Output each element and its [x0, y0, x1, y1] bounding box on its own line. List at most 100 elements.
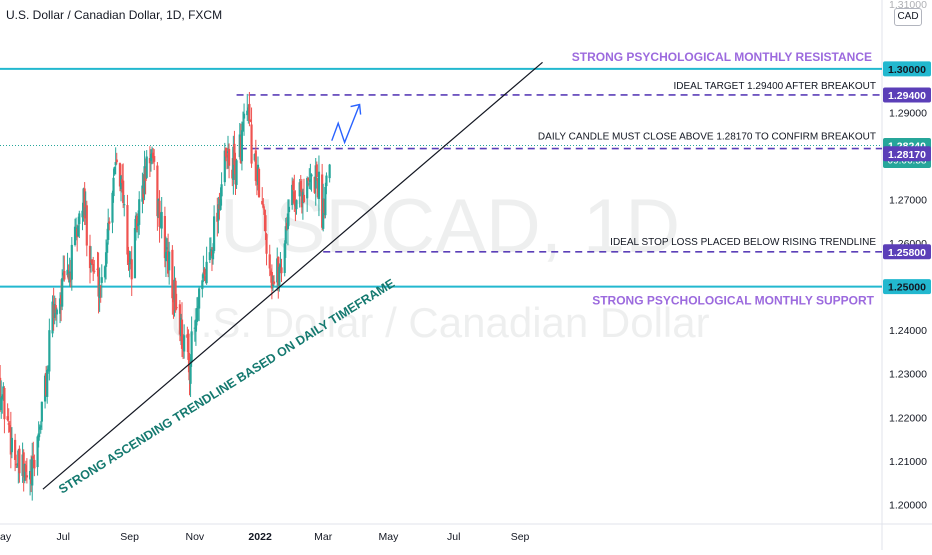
- candle-body: [100, 277, 103, 283]
- candle-body: [219, 199, 222, 210]
- y-tick-label-partial: 1.31000: [889, 0, 927, 11]
- y-tick-label: 1.29000: [889, 107, 927, 119]
- candle-body: [138, 199, 141, 225]
- candle-body: [123, 204, 126, 206]
- candle-body: [24, 465, 27, 472]
- candle: [31, 442, 34, 501]
- time-axis: ay Jul Sep Nov 2022 Mar May Jul Sep: [0, 531, 530, 543]
- candle-body: [257, 168, 261, 198]
- target-annotation: IDEAL TARGET 1.29400 AFTER BREAKOUT: [674, 81, 876, 92]
- candle-body: [15, 463, 18, 466]
- candle: [324, 182, 327, 219]
- candle-body: [114, 162, 117, 166]
- candle-body: [83, 188, 86, 219]
- candle-body: [198, 288, 201, 309]
- support-price-tag: 1.25000: [883, 279, 931, 295]
- candle: [217, 196, 220, 234]
- candle: [40, 401, 43, 430]
- candle-body: [268, 254, 271, 269]
- candle-body: [153, 156, 156, 162]
- candle-body: [213, 216, 216, 252]
- candle-body: [187, 333, 190, 360]
- candle: [295, 199, 298, 215]
- confirm-tag-label: 1.28170: [888, 149, 926, 161]
- annotations: STRONG PSYCHOLOGICAL MONTHLY RESISTANCE S…: [56, 50, 876, 497]
- candle: [306, 176, 309, 212]
- candle-body: [48, 330, 51, 372]
- x-tick-label: Sep: [120, 531, 139, 543]
- stop-price-tag: 1.25800: [883, 244, 931, 260]
- chart-title: U.S. Dollar / Canadian Dollar, 1D, FXCM: [6, 8, 223, 22]
- candle: [107, 208, 110, 245]
- candle: [63, 255, 66, 282]
- candle-body: [280, 267, 283, 274]
- candle: [249, 119, 252, 123]
- candle-body: [249, 119, 252, 121]
- candle: [113, 166, 116, 176]
- candle-body: [283, 243, 286, 273]
- candle: [156, 162, 159, 231]
- candle-body: [133, 228, 137, 279]
- candle: [103, 265, 107, 283]
- candle-body: [250, 124, 253, 164]
- x-tick-label: Nov: [186, 531, 205, 543]
- candle-body: [61, 278, 64, 307]
- confirm-tag-bg: [883, 146, 931, 162]
- candle-body: [113, 166, 116, 175]
- candle-body: [126, 205, 129, 255]
- candle-body: [112, 177, 115, 197]
- candle-body: [14, 439, 17, 460]
- candle: [183, 324, 186, 359]
- candle-body: [10, 437, 14, 453]
- resistance-annotation: STRONG PSYCHOLOGICAL MONTHLY RESISTANCE: [572, 50, 872, 64]
- candle: [111, 190, 114, 234]
- candle-body: [97, 269, 100, 297]
- candle-body: [208, 252, 211, 261]
- candle-body: [165, 247, 169, 250]
- candle: [220, 172, 223, 206]
- candle-body: [46, 369, 49, 397]
- candle: [307, 177, 310, 187]
- candle-body: [54, 305, 57, 314]
- currency-badge[interactable]: CAD: [894, 8, 922, 26]
- candle: [97, 252, 100, 314]
- candle-body: [325, 175, 328, 187]
- candle-body: [156, 165, 159, 217]
- watermark-symbol: USDCAD, 1D: [220, 184, 680, 269]
- candle: [37, 421, 40, 448]
- stop-tag-bg: [883, 244, 931, 260]
- candle-body: [220, 184, 223, 197]
- resistance-tag-label: 1.30000: [888, 64, 926, 76]
- candle: [61, 269, 64, 311]
- candle: [235, 158, 238, 189]
- candle-body: [32, 456, 35, 459]
- candle-body: [295, 200, 298, 210]
- support-tag-label: 1.25000: [888, 282, 926, 294]
- candle: [280, 258, 283, 282]
- candle: [287, 199, 291, 227]
- candle: [261, 187, 264, 205]
- candle: [66, 252, 69, 278]
- candle-body: [315, 164, 318, 177]
- candle: [309, 163, 312, 190]
- candle: [272, 275, 276, 286]
- candle: [254, 139, 257, 186]
- candle: [83, 182, 86, 226]
- candle-body: [18, 448, 21, 474]
- candle: [10, 427, 14, 459]
- candle-body: [189, 360, 192, 384]
- candle: [46, 365, 49, 404]
- candle: [73, 218, 77, 247]
- candle: [78, 210, 81, 239]
- candle-body: [205, 261, 208, 284]
- candle-body: [118, 163, 122, 187]
- y-tick-label: 1.23000: [889, 369, 927, 381]
- x-tick-label: Sep: [511, 531, 530, 543]
- candle: [70, 237, 73, 291]
- candle-body: [107, 222, 110, 240]
- candle-body: [130, 259, 133, 280]
- candle-body: [264, 215, 267, 232]
- candle-body: [1, 396, 4, 400]
